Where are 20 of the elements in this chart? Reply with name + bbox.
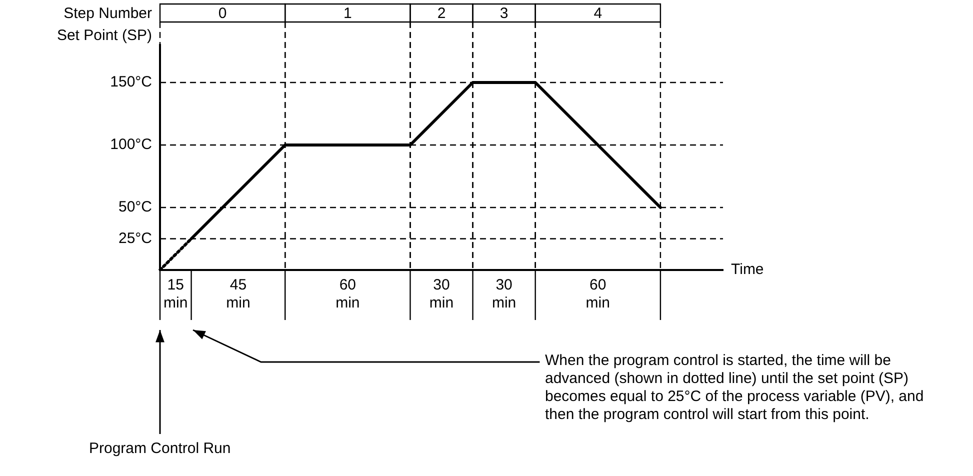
y-tick-label: 100°C [110,136,152,154]
text: Program Control Run [89,440,231,458]
y-tick-label: 150°C [110,74,152,91]
text: 3 [500,5,508,22]
text: 30 min [429,276,454,312]
y-tick-label: 50°C [118,198,152,216]
text: 0 [218,5,227,22]
x-axis-title: Time [731,261,764,278]
text: 15 min [164,276,188,312]
text: 30 min [492,276,516,312]
y-axis-title: Set Point (SP) [56,27,152,44]
text: 1 [343,5,352,22]
y-tick-label: 25°C [118,230,152,247]
text: 60 min [336,276,360,312]
text: 2 [437,5,446,22]
text: 60 min [586,276,610,312]
text: Step Number [64,5,152,22]
text: 45 min [226,276,250,312]
text: When the program control is started, the time will be advanced (shown in dotted line) until the set point (SP) becomes equal to 25°C of the process variable (PV), and then the program control will start from this point. [545,352,925,424]
text: 4 [594,5,602,22]
